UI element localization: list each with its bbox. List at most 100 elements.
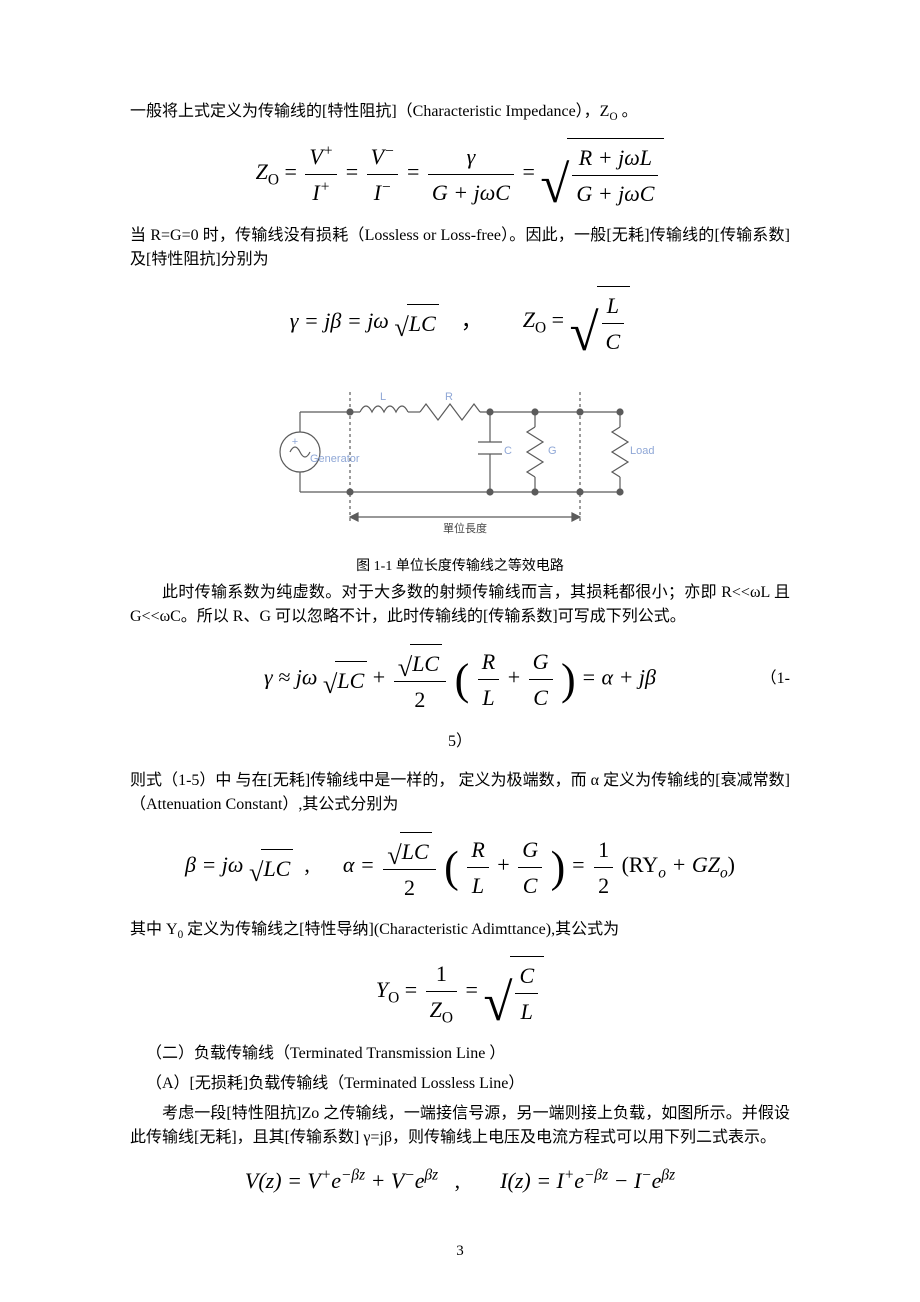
- text: 一般将上式定义为传输线的[特性阻抗]（Characteristic Impeda…: [130, 103, 609, 120]
- eq-iz: I(z) = I+e−βz − I−eβz: [500, 1164, 675, 1197]
- s2: o: [720, 865, 728, 882]
- sub: O: [268, 171, 279, 188]
- sym: Z: [256, 159, 268, 184]
- label-c: C: [504, 445, 512, 457]
- m: − I: [608, 1168, 641, 1193]
- exp: −βz: [584, 1167, 608, 1184]
- e: e: [331, 1168, 341, 1193]
- d: L: [467, 868, 488, 902]
- sub: O: [388, 989, 399, 1006]
- s: +: [321, 1167, 331, 1184]
- n: 1: [426, 957, 457, 992]
- eq-vz: V(z) = V+e−βz + V−eβz ,: [245, 1164, 460, 1197]
- lead: γ ≈ jω: [264, 665, 317, 690]
- circuit-svg: + Generator L R C G Load 單位長度: [260, 372, 660, 542]
- eq-number-1-5b: 5）: [130, 722, 790, 755]
- rad: LC: [335, 661, 367, 697]
- d: Z: [430, 997, 442, 1022]
- d: L: [478, 680, 499, 714]
- rad: LC: [261, 849, 293, 885]
- page-number: 3: [0, 1240, 920, 1263]
- sqrt-rlgc: √ R + jωL G + jωC: [540, 138, 664, 210]
- d: I: [312, 180, 319, 205]
- l: I(z) = I: [500, 1168, 564, 1193]
- n: V: [371, 144, 384, 169]
- sub: O: [609, 111, 617, 123]
- d: L: [515, 994, 538, 1028]
- l: V(z) = V: [245, 1168, 321, 1193]
- exp2: βz: [425, 1167, 439, 1184]
- para-terminated-line: 考虑一段[特性阻抗]Zo 之传输线，一端接信号源，另一端则接上负载，如图所示。并…: [130, 1102, 790, 1150]
- sup: −: [384, 142, 394, 159]
- t2: 定义为传输线之[特性导纳](Characteristic Adimttance)…: [183, 921, 619, 938]
- n: R: [467, 833, 488, 868]
- n: V: [309, 144, 322, 169]
- text: 。: [618, 103, 638, 120]
- sym: Z: [523, 307, 535, 332]
- s: o: [658, 865, 666, 882]
- para-char-impedance-intro: 一般将上式定义为传输线的[特性阻抗]（Characteristic Impeda…: [130, 100, 790, 124]
- ds: O: [442, 1010, 453, 1027]
- eq-gamma-lossless: γ = jβ = jω √LC ，: [290, 304, 483, 341]
- para-lossless-intro: 当 R=G=0 时，传输线没有损耗（Lossless or Loss-free）…: [130, 224, 790, 272]
- t3: ): [728, 852, 735, 877]
- eq-number-1-5a: （1-: [761, 667, 790, 691]
- label-unit-length: 單位長度: [443, 521, 487, 535]
- n: R: [478, 645, 499, 680]
- d: G + jωC: [428, 175, 514, 209]
- label-r: R: [445, 391, 453, 403]
- n: G: [529, 645, 553, 680]
- label-g: G: [548, 445, 557, 457]
- lhs: ZO: [256, 159, 279, 184]
- s2: −: [404, 1167, 414, 1184]
- d: G + jωC: [572, 176, 658, 210]
- e: e: [574, 1168, 584, 1193]
- d: 2: [383, 870, 435, 904]
- para-attenuation-intro: 则式（1-5）中 与在[无耗]传输线中是一样的， 定义为极端数，而 α 定义为传…: [130, 769, 790, 817]
- equation-gamma-approx: γ ≈ jω √LC + √LC 2 ( RL + GC ) = α + jβ …: [130, 643, 790, 716]
- d: C: [529, 680, 553, 714]
- n: 1: [594, 833, 613, 868]
- t: (RY: [622, 852, 659, 877]
- label-generator: Generator: [310, 453, 360, 465]
- figure-caption: 图 1-1 单位长度传输线之等效电路: [130, 556, 790, 577]
- eq-zo-lossless: ZO = √ LC: [523, 286, 630, 358]
- frac-vplus-iplus: V+ I+: [305, 140, 337, 209]
- para-admittance-intro: 其中 Y0 定义为传输线之[特性导纳](Characteristic Adimt…: [130, 918, 790, 942]
- sub: O: [535, 319, 546, 336]
- s2: −: [641, 1167, 651, 1184]
- sup: +: [320, 178, 330, 195]
- svg-text:+: +: [292, 436, 298, 448]
- n: γ: [428, 140, 514, 175]
- exp2: βz: [661, 1167, 675, 1184]
- rad: LC: [400, 832, 432, 868]
- d: C: [602, 324, 625, 358]
- sep: ，: [461, 308, 483, 333]
- equation-beta-alpha: β = jω √LC , α = √LC 2 ( RL + GC ) = 12 …: [130, 831, 790, 904]
- para-low-loss: 此时传输系数为纯虚数。对于大多数的射频传输线而言，其损耗都很小；亦即 R<<ωL…: [130, 581, 790, 629]
- n: G: [518, 833, 542, 868]
- rad: LC: [407, 304, 439, 340]
- eq-alpha: α = √LC 2 ( RL + GC ) = 12 (RYo + GZo): [343, 852, 735, 877]
- lhs: α =: [343, 852, 380, 877]
- rad: LC: [410, 644, 442, 680]
- equation-yo: YO = 1 ZO = √ CL: [130, 956, 790, 1028]
- s: +: [564, 1167, 574, 1184]
- mid: =: [571, 852, 591, 877]
- d: C: [518, 868, 542, 902]
- equation-zo-definition: ZO = V+ I+ = V− I− = γ G + jωC = √ R + j…: [130, 138, 790, 210]
- equation-vz-iz: V(z) = V+e−βz + V−eβz , I(z) = I+e−βz − …: [130, 1164, 790, 1197]
- equation-lossless-gamma-zo: γ = jβ = jω √LC ， ZO = √ LC: [130, 286, 790, 358]
- n: C: [515, 959, 538, 994]
- n: L: [602, 289, 625, 324]
- page: 一般将上式定义为传输线的[特性阻抗]（Characteristic Impeda…: [0, 0, 920, 1302]
- sym: Y: [376, 977, 388, 1002]
- d: 2: [594, 868, 613, 902]
- exp: −βz: [341, 1167, 365, 1184]
- num2: 5）: [448, 733, 472, 750]
- e2: e: [652, 1168, 662, 1193]
- frac-gamma: γ G + jωC: [428, 140, 514, 209]
- e2: e: [415, 1168, 425, 1193]
- eq-beta: β = jω √LC ,: [185, 852, 343, 877]
- circuit-diagram: + Generator L R C G Load 單位長度: [130, 372, 790, 550]
